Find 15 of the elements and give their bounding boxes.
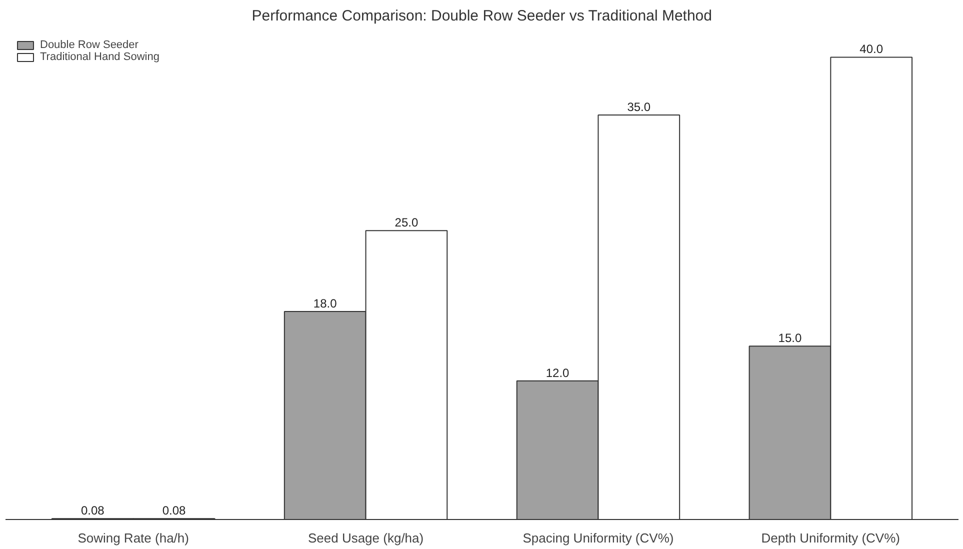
data-label: 35.0: [627, 100, 651, 114]
x-tick-label: Seed Usage (kg/ha): [308, 530, 424, 546]
data-label: 25.0: [394, 216, 418, 230]
chart-title: Performance Comparison: Double Row Seeder vs Traditional Method: [252, 8, 712, 24]
legend-label: Traditional Hand Sowing: [40, 51, 160, 63]
data-label: 0.08: [162, 504, 186, 518]
data-label: 18.0: [313, 296, 338, 310]
legend-label: Double Row Seeder: [40, 39, 138, 51]
x-tick-label: Spacing Uniformity (CV%): [522, 530, 674, 546]
data-label: 12.0: [546, 366, 570, 380]
data-label: 40.0: [860, 42, 884, 56]
data-label: 0.08: [80, 504, 105, 518]
data-label: 15.0: [778, 331, 802, 346]
x-tick-label: Sowing Rate (ha/h): [78, 530, 189, 546]
x-tick-label: Depth Uniformity (CV%): [761, 530, 900, 546]
